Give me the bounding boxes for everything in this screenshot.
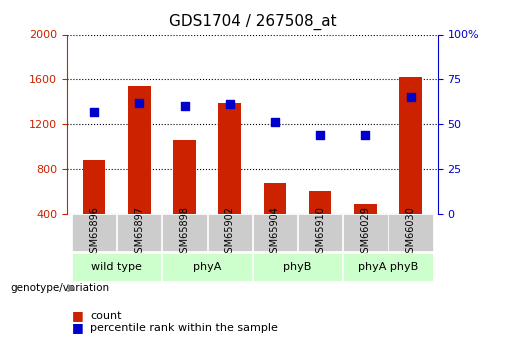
FancyBboxPatch shape — [117, 214, 162, 252]
FancyBboxPatch shape — [343, 253, 433, 282]
Text: count: count — [90, 311, 122, 321]
FancyBboxPatch shape — [162, 214, 207, 252]
Bar — [354, 204, 376, 214]
Text: GSM66030: GSM66030 — [406, 207, 416, 259]
FancyBboxPatch shape — [253, 214, 297, 252]
Point — [362, 132, 370, 138]
Point — [180, 104, 188, 109]
Bar — [399, 77, 422, 214]
Text: GSM66029: GSM66029 — [360, 206, 370, 259]
Point — [271, 120, 279, 125]
Text: ■: ■ — [72, 309, 84, 322]
Bar — [218, 103, 241, 214]
Text: genotype/variation: genotype/variation — [10, 283, 109, 293]
Point — [406, 95, 415, 100]
FancyBboxPatch shape — [162, 253, 252, 282]
Point — [316, 132, 324, 138]
Point — [135, 100, 143, 106]
FancyBboxPatch shape — [253, 253, 342, 282]
Bar — [309, 191, 332, 214]
Bar — [173, 140, 196, 214]
Text: wild type: wild type — [91, 263, 142, 272]
Bar — [83, 160, 106, 214]
Point — [226, 102, 234, 107]
Bar — [264, 183, 286, 214]
FancyBboxPatch shape — [343, 214, 388, 252]
Point — [90, 109, 98, 115]
Text: GSM65896: GSM65896 — [89, 206, 99, 259]
FancyBboxPatch shape — [388, 214, 433, 252]
FancyBboxPatch shape — [208, 214, 252, 252]
Title: GDS1704 / 267508_at: GDS1704 / 267508_at — [168, 14, 336, 30]
FancyBboxPatch shape — [72, 253, 162, 282]
Text: GSM65902: GSM65902 — [225, 206, 235, 259]
Text: GSM65904: GSM65904 — [270, 206, 280, 259]
Text: percentile rank within the sample: percentile rank within the sample — [90, 323, 278, 333]
Text: phyA: phyA — [193, 263, 221, 272]
Text: GSM65898: GSM65898 — [180, 206, 190, 259]
Text: ■: ■ — [72, 321, 84, 334]
Text: GSM65897: GSM65897 — [134, 206, 144, 259]
Text: GSM65910: GSM65910 — [315, 206, 325, 259]
FancyBboxPatch shape — [72, 214, 116, 252]
Text: phyB: phyB — [283, 263, 312, 272]
FancyBboxPatch shape — [298, 214, 342, 252]
Text: phyA phyB: phyA phyB — [358, 263, 418, 272]
Bar — [128, 86, 150, 214]
